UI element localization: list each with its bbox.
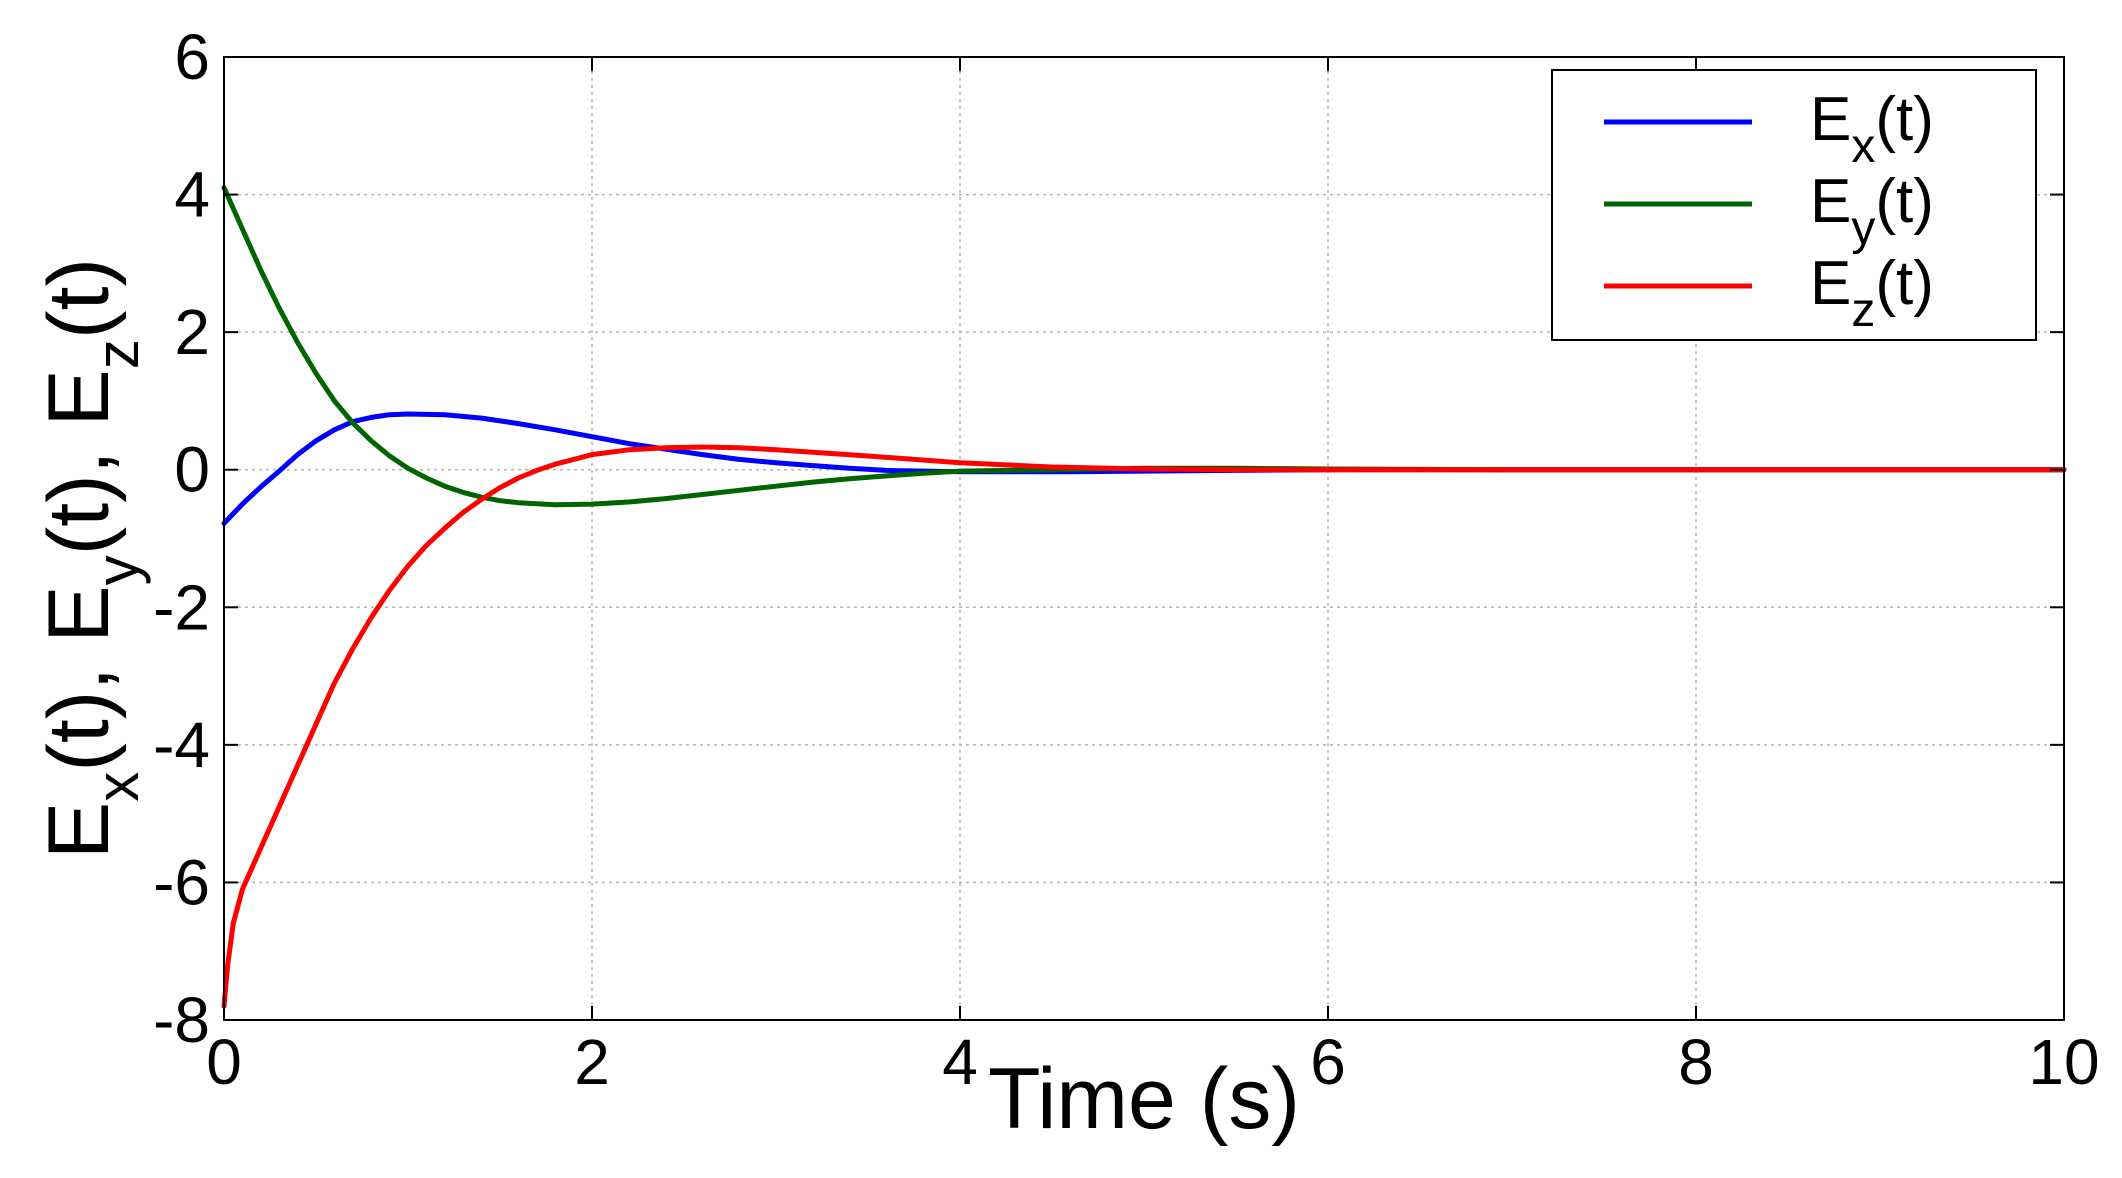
plot-frame xyxy=(223,56,2065,1021)
x-tick-label: 8 xyxy=(1678,1026,1714,1098)
legend-label-tail: (t) xyxy=(1875,249,1934,318)
legend-label-tail: (t) xyxy=(1875,85,1934,154)
y-axis-label-tail: (t) xyxy=(31,258,127,339)
legend-label-y: Ey(t) xyxy=(1810,167,1934,255)
y-tick-label: 6 xyxy=(174,21,210,93)
legend-label-x: Ex(t) xyxy=(1810,85,1934,173)
y-tick-label: -6 xyxy=(153,846,210,918)
y-axis-label-base: E xyxy=(31,802,127,859)
y-tick-label: 4 xyxy=(174,159,210,231)
x-tick-label: 4 xyxy=(942,1026,978,1098)
legend: Ex(t)Ey(t)Ez(t) xyxy=(1551,69,2037,341)
x-tick-label: 10 xyxy=(2028,1026,2099,1098)
y-axis-label-base: E xyxy=(31,585,127,642)
legend-label-sub: z xyxy=(1851,284,1875,337)
ticks xyxy=(223,56,2065,1021)
y-tick-label: -8 xyxy=(153,984,210,1056)
legend-label-z: Ez(t) xyxy=(1810,249,1934,337)
legend-label-base: E xyxy=(1810,249,1851,318)
legend-label-tail: (t) xyxy=(1875,167,1934,236)
y-tick-label: 0 xyxy=(174,434,210,506)
y-tick-label: -4 xyxy=(153,709,210,781)
y-tick-label: -2 xyxy=(153,571,210,643)
tick-labels: 0 2 4 6 8 10 -8 -6 -4 -2 0 2 4 6 xyxy=(153,21,2100,1098)
y-tick-label: 2 xyxy=(174,296,210,368)
y-axis-label-base: E xyxy=(31,369,127,426)
y-axis-label-sub: y xyxy=(84,555,151,585)
y-axis-label-sub: x xyxy=(84,772,151,802)
x-tick-label: 6 xyxy=(1310,1026,1346,1098)
x-tick-label: 2 xyxy=(574,1026,610,1098)
series-group xyxy=(221,185,2067,1009)
legend-label-base: E xyxy=(1810,85,1851,154)
legend-label-sub: y xyxy=(1851,202,1875,255)
y-axis-label-tail: (t), xyxy=(31,426,127,555)
y-axis-label-tail: (t), xyxy=(31,643,127,772)
legend-label-base: E xyxy=(1810,167,1851,236)
y-axis-label-sub: z xyxy=(84,339,151,369)
series-line-z xyxy=(221,444,2067,1009)
legend-label-sub: x xyxy=(1851,120,1875,173)
x-tick-label: 0 xyxy=(206,1026,242,1098)
x-axis-label: Time (s) xyxy=(988,1051,1300,1147)
y-axis-label: Ex(t), Ey(t), Ez(t) xyxy=(31,258,151,859)
